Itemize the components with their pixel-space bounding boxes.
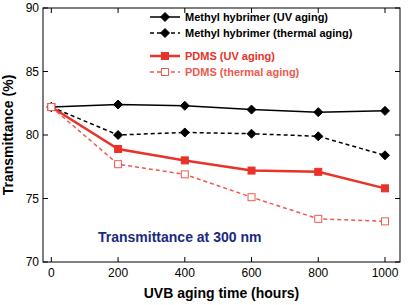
y-tick bbox=[43, 262, 48, 263]
marker bbox=[380, 151, 389, 160]
y-tick bbox=[43, 71, 48, 72]
marker bbox=[114, 100, 123, 109]
x-tick bbox=[118, 257, 119, 262]
y-tick-right bbox=[395, 135, 400, 136]
legend-label: Methyl hybrimer (thermal aging) bbox=[185, 27, 353, 39]
annotation: Transmittance at 300 nm bbox=[98, 229, 261, 245]
series-line bbox=[51, 107, 385, 188]
x-tick bbox=[318, 257, 319, 262]
y-tick-label: 75 bbox=[26, 192, 40, 206]
legend: Methyl hybrimer (UV aging) Methyl hybrime… bbox=[150, 11, 353, 78]
series-line bbox=[51, 107, 385, 221]
marker bbox=[315, 215, 322, 222]
marker bbox=[381, 185, 388, 192]
marker bbox=[315, 168, 322, 175]
marker bbox=[48, 104, 55, 111]
x-tick-label: 0 bbox=[48, 266, 55, 280]
legend-marker bbox=[162, 69, 169, 76]
y-tick-right bbox=[395, 8, 400, 9]
marker bbox=[114, 131, 123, 140]
marker bbox=[380, 106, 389, 115]
marker bbox=[115, 145, 122, 152]
y-tick-right bbox=[395, 262, 400, 263]
x-tick-label: 1000 bbox=[372, 266, 399, 280]
plot-area bbox=[47, 100, 390, 225]
x-tick bbox=[184, 257, 185, 262]
legend-marker bbox=[161, 13, 170, 22]
x-tick-label: 200 bbox=[108, 266, 128, 280]
marker bbox=[248, 194, 255, 201]
plot-frame bbox=[43, 8, 400, 262]
legend-label: PDMS (thermal aging) bbox=[185, 66, 300, 78]
series-line bbox=[51, 107, 385, 155]
legend-marker bbox=[162, 69, 169, 76]
legend-marker bbox=[162, 53, 169, 60]
marker bbox=[181, 157, 188, 164]
x-tick-label: 600 bbox=[242, 266, 262, 280]
x-tick bbox=[251, 257, 252, 262]
y-tick-right bbox=[395, 71, 400, 72]
x-tick-label: 800 bbox=[308, 266, 328, 280]
x-tick-top bbox=[118, 8, 119, 13]
x-axis-label: UVB aging time (hours) bbox=[144, 285, 300, 301]
x-tick bbox=[51, 257, 52, 262]
series bbox=[47, 103, 390, 160]
legend-label: Methyl hybrimer (UV aging) bbox=[185, 11, 328, 23]
marker bbox=[47, 103, 56, 112]
legend-marker bbox=[161, 29, 170, 38]
marker bbox=[248, 167, 255, 174]
series bbox=[47, 100, 390, 117]
x-tick-top bbox=[51, 8, 52, 13]
legend-label: PDMS (UV aging) bbox=[185, 50, 275, 62]
series-line bbox=[51, 105, 385, 113]
y-tick-label: 80 bbox=[26, 128, 40, 142]
y-tick bbox=[43, 198, 48, 199]
chart: 70 75 80 85 90 0 200 400 600 800 1000 UVB aging tim… bbox=[0, 0, 411, 305]
y-tick bbox=[43, 8, 48, 9]
marker bbox=[115, 161, 122, 168]
x-tick-label: 400 bbox=[175, 266, 195, 280]
series bbox=[48, 104, 389, 192]
marker bbox=[381, 218, 388, 225]
y-tick-right bbox=[395, 198, 400, 199]
y-tick-label: 85 bbox=[26, 65, 40, 79]
legend-marker bbox=[161, 29, 170, 38]
y-axis-label: Transmittance (%) bbox=[0, 75, 16, 196]
marker bbox=[180, 128, 189, 137]
y-tick-label: 90 bbox=[26, 1, 40, 15]
marker bbox=[47, 103, 56, 112]
y-tick-label: 70 bbox=[26, 255, 40, 269]
marker bbox=[247, 105, 256, 114]
marker bbox=[48, 104, 55, 111]
x-tick-top bbox=[384, 8, 385, 13]
x-tick bbox=[384, 257, 385, 262]
marker bbox=[181, 171, 188, 178]
marker bbox=[180, 101, 189, 110]
marker bbox=[314, 132, 323, 141]
y-tick bbox=[43, 135, 48, 136]
legend-marker bbox=[162, 53, 169, 60]
marker bbox=[314, 108, 323, 117]
marker bbox=[247, 129, 256, 138]
series bbox=[48, 104, 389, 225]
legend-marker bbox=[161, 13, 170, 22]
